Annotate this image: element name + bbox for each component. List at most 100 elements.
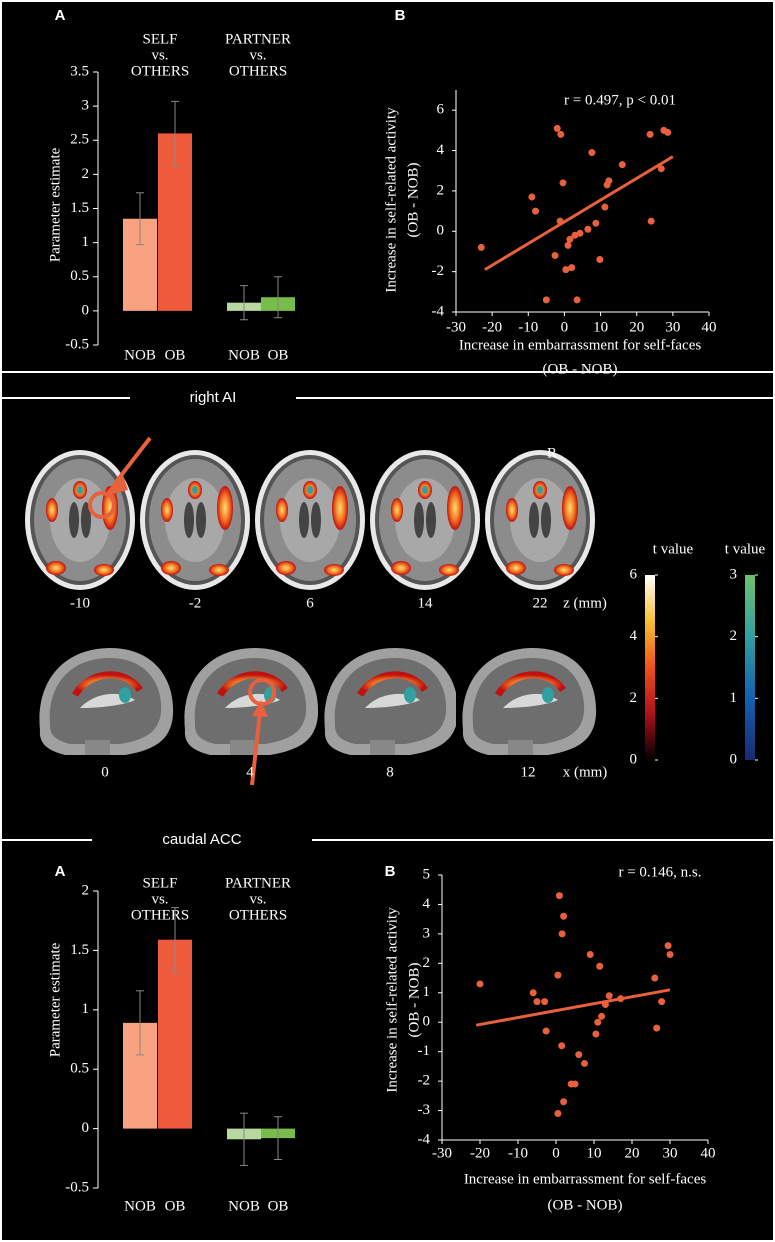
point	[618, 161, 626, 169]
x-tick-label: -30	[446, 319, 466, 335]
section-label: right AI	[190, 389, 237, 406]
point	[568, 264, 576, 272]
x-tick-label: -20	[470, 1145, 490, 1161]
group-label: PARTNER	[225, 31, 291, 47]
point	[529, 989, 537, 997]
y-tick-label: 6	[437, 102, 445, 118]
y-tick-label: 4	[423, 896, 431, 912]
point	[542, 1027, 550, 1035]
x-tick-label: OB	[165, 1198, 186, 1214]
y-axis-label: (OB - NOB)	[406, 963, 422, 1038]
y-tick-label: 2	[82, 166, 90, 182]
colorbar-tick-label: 4	[630, 628, 638, 644]
point	[651, 974, 659, 982]
point	[559, 179, 567, 187]
point	[557, 130, 565, 138]
y-axis-label: Parameter estimate	[47, 147, 63, 262]
point	[528, 193, 536, 201]
x-tick-label: 10	[593, 319, 608, 335]
error-bar	[171, 100, 179, 167]
axial-slice	[255, 450, 365, 590]
y-tick-label: -4	[418, 1131, 431, 1147]
y-tick-label: 1.5	[70, 942, 89, 958]
y-tick-label: 0	[423, 1014, 431, 1030]
y-tick-label: 3	[82, 98, 90, 114]
y-axis-label: (OB - NOB)	[405, 163, 421, 238]
point	[605, 992, 613, 1000]
point	[564, 241, 572, 249]
point	[581, 1059, 588, 1067]
x-axis-label: (OB - NOB)	[543, 361, 618, 377]
x-tick-label: 40	[702, 319, 717, 335]
fit-line	[475, 988, 671, 1027]
point	[476, 980, 484, 988]
point	[617, 995, 625, 1003]
slice-label: 0	[101, 764, 109, 780]
y-tick-label: -0.5	[65, 336, 89, 352]
annotation: r = 0.146, n.s.	[618, 864, 701, 880]
x-tick-label: 30	[663, 1145, 678, 1161]
y-tick-label: 1.5	[70, 200, 89, 216]
y-tick-label: -3	[418, 1102, 431, 1118]
point	[551, 251, 559, 259]
group-label: SELF	[142, 31, 177, 47]
y-tick-label: 0.5	[70, 1061, 89, 1077]
point	[571, 1080, 579, 1088]
point	[566, 235, 574, 243]
point	[646, 130, 654, 138]
x-tick-label: -20	[482, 319, 502, 335]
group-label: OTHERS	[131, 63, 189, 79]
point	[575, 1051, 583, 1059]
colorbar-tick-label: 0	[730, 751, 738, 767]
y-tick-label: 5	[423, 866, 431, 882]
y-tick-label: 0	[437, 223, 445, 239]
point	[666, 951, 674, 958]
point	[584, 225, 592, 233]
y-axis-label: Parameter estimate	[47, 942, 63, 1057]
y-tick-label: -2	[432, 263, 445, 279]
group-label: SELF	[142, 875, 177, 891]
y-axis-label: Increase in self-related activity	[384, 907, 400, 1093]
y-tick-label: 2	[82, 882, 90, 898]
panel-letter: B	[385, 863, 396, 880]
colorbar-title: t value	[725, 541, 766, 557]
group-label: OTHERS	[131, 907, 189, 923]
x-tick-label: 20	[625, 1145, 640, 1161]
point	[657, 165, 665, 173]
axial-slice	[370, 450, 480, 590]
colorbar-tick-label: 1	[730, 690, 738, 706]
group-label: vs.	[151, 891, 168, 907]
slice-label: 14	[418, 595, 434, 611]
arrow-head	[252, 700, 268, 717]
point	[596, 962, 604, 970]
x-tick-label: OB	[165, 347, 186, 363]
x-tick-label: 30	[665, 319, 680, 335]
panel-letter: B	[395, 7, 406, 24]
point	[664, 942, 672, 950]
panel-letter: A	[55, 863, 66, 880]
y-tick-label: 1	[82, 234, 90, 250]
group-label: OTHERS	[229, 63, 287, 79]
point	[576, 229, 584, 237]
point	[601, 1001, 609, 1009]
section-label: caudal ACC	[162, 831, 241, 848]
slice-label: 4	[246, 764, 254, 780]
slice-label: 8	[386, 764, 394, 780]
colorbar	[645, 575, 655, 760]
group-label: PARTNER	[225, 875, 291, 891]
x-tick-label: OB	[268, 347, 289, 363]
x-tick-label: 10	[587, 1145, 602, 1161]
colorbar	[745, 575, 755, 760]
x-tick-label: NOB	[124, 347, 156, 363]
point	[573, 296, 581, 304]
point	[601, 203, 609, 211]
x-axis-label: (OB - NOB)	[548, 1197, 623, 1213]
group-label: OTHERS	[229, 907, 287, 923]
x-tick-label: 20	[629, 319, 644, 335]
error-bar	[240, 285, 248, 321]
group-label: vs.	[249, 891, 266, 907]
point	[541, 998, 549, 1006]
x-tick-label: NOB	[124, 1198, 156, 1214]
